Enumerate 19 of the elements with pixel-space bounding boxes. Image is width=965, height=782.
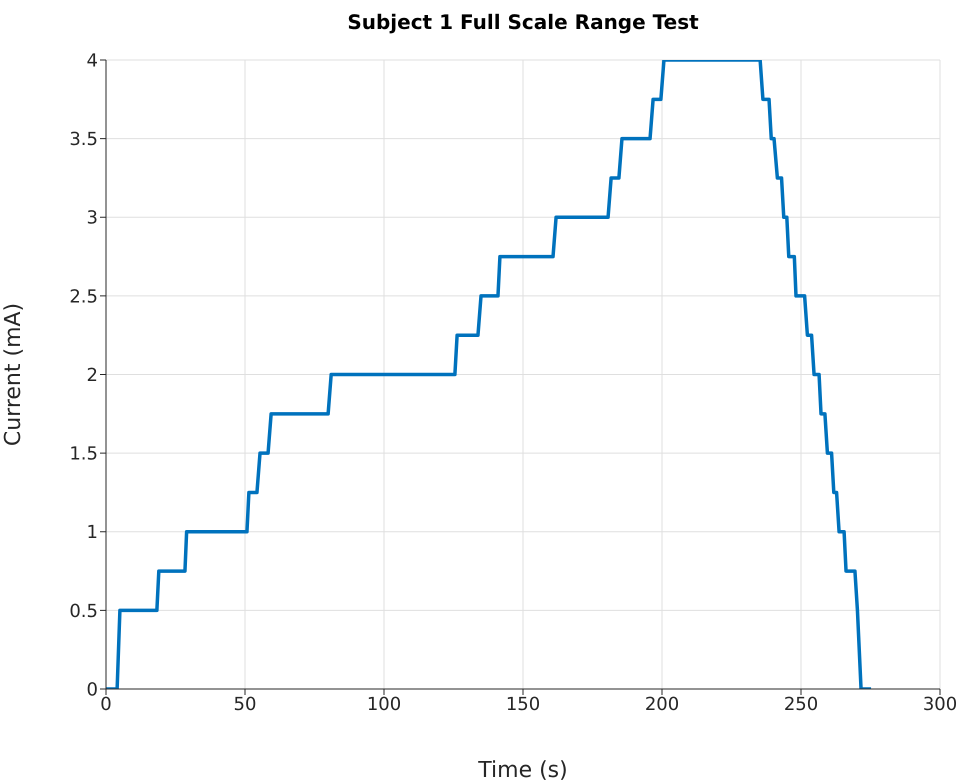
x-tick-label: 50: [234, 694, 256, 715]
y-tick-label: 1: [86, 522, 98, 544]
y-tick-label: 1.5: [69, 444, 98, 465]
x-tick-label: 100: [366, 694, 402, 715]
y-axis-title: Current (mA): [0, 302, 26, 446]
y-tick-label: 2.5: [69, 286, 98, 308]
y-tick-label: 3.5: [69, 129, 98, 150]
y-tick-label: 3: [86, 208, 98, 229]
y-tick-label: 0.5: [69, 600, 98, 622]
x-tick-label: 150: [506, 694, 540, 715]
x-tick-label: 250: [784, 694, 818, 715]
y-tick-label: 2: [86, 364, 98, 386]
x-tick-label: 0: [100, 694, 112, 715]
x-axis-title: Time (s): [477, 758, 568, 782]
x-tick-label: 300: [922, 694, 958, 715]
y-tick-label: 4: [86, 50, 98, 72]
chart-title: Subject 1 Full Scale Range Test: [346, 10, 700, 34]
x-tick-label: 200: [644, 694, 680, 715]
y-tick-label: 0: [86, 679, 98, 700]
